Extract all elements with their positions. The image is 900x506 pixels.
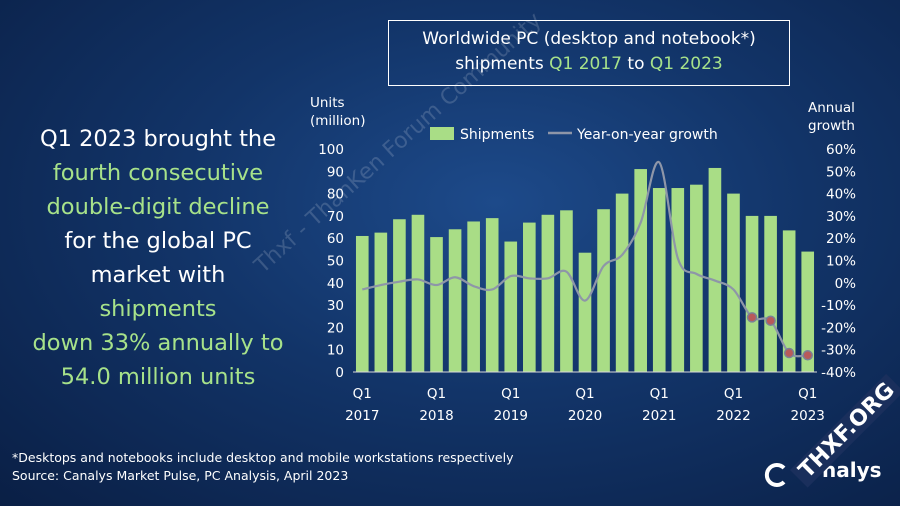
x-tick-year: 2018 [419, 408, 453, 424]
title-start-quarter: Q1 2017 [549, 54, 622, 74]
title-text: to [622, 54, 650, 74]
y2-tick-label: 10% [826, 254, 856, 270]
growth-point-marker [746, 312, 758, 323]
y2-tick-label: -10% [821, 298, 856, 314]
x-tick-year: 2019 [494, 408, 528, 424]
y-axis-title-line2: (million) [310, 113, 366, 129]
headline-line-5-prefix: market with [90, 262, 226, 288]
shipments-bar [801, 251, 815, 372]
headline-line-1: Q1 2023 brought the [39, 126, 277, 152]
y-axis-title: Units (million) [310, 94, 366, 130]
canalys-logo-icon [764, 463, 786, 487]
x-tick-year: 2017 [345, 408, 379, 424]
shipments-bar [485, 218, 499, 372]
y2-tick-label: -20% [821, 320, 856, 336]
headline-line-5-highlight: shipments [99, 296, 217, 322]
title-text: shipments [455, 54, 550, 74]
shipments-bar [448, 229, 462, 372]
shipments-bar [745, 215, 759, 372]
growth-line [362, 161, 808, 358]
y2-tick-label: 0% [835, 276, 857, 292]
source-note: Source: Canalys Market Pulse, PC Analysi… [12, 468, 349, 483]
y-tick-label: 60 [327, 231, 344, 247]
shipments-bar [782, 230, 796, 372]
y2-tick-label: 20% [826, 231, 856, 247]
y-tick-label: 40 [327, 276, 344, 292]
x-tick-quarter: Q1 [501, 386, 520, 402]
headline-line-5: market with shipments [8, 258, 308, 326]
y2-axis-title-line1: Annual [808, 100, 855, 116]
x-tick-year: 2022 [716, 408, 750, 424]
shipments-bar [597, 209, 610, 372]
y2-tick-label: 30% [826, 209, 856, 225]
shipments-bar [355, 235, 369, 372]
legend-label-growth: Year-on-year growth [576, 127, 718, 143]
shipments-bar [523, 222, 536, 372]
shipments-bar [634, 169, 647, 372]
x-tick-quarter: Q1 [427, 386, 446, 402]
legend-label-shipments: Shipments [460, 127, 534, 143]
y-tick-label: 30 [327, 298, 344, 314]
growth-point-marker [802, 350, 813, 361]
x-tick-quarter: Q1 [798, 386, 817, 402]
title-end-quarter: Q1 2023 [649, 54, 723, 74]
y-axis-title-line1: Units [310, 95, 345, 111]
footnote: *Desktops and notebooks include desktop … [12, 450, 514, 465]
shipments-bar [708, 167, 722, 372]
chart-title-line1: Worldwide PC (desktop and notebook*) [422, 29, 756, 49]
headline-line-4: for the global PC [64, 228, 252, 254]
shipments-bar [411, 214, 425, 372]
shipments-bar [727, 193, 740, 372]
shipments-bar [690, 184, 703, 372]
y2-axis-title: Annual growth [808, 99, 855, 135]
shipments-bar [578, 252, 592, 372]
growth-point-marker [765, 315, 776, 326]
y2-tick-label: -40% [821, 365, 856, 381]
shipments-bar [504, 241, 518, 372]
y-tick-label: 100 [318, 142, 344, 158]
shipments-bar [615, 193, 629, 372]
shipments-bar [430, 237, 443, 372]
x-tick-year: 2021 [642, 408, 676, 424]
x-tick-quarter: Q1 [575, 386, 594, 402]
y-tick-label: 90 [327, 164, 344, 180]
y2-axis-title-line2: growth [808, 118, 855, 134]
headline-line-7: 54.0 million units [60, 364, 256, 390]
y-tick-label: 20 [327, 320, 344, 336]
y-tick-label: 80 [327, 187, 344, 203]
headline-line-2: fourth consecutive [52, 160, 264, 186]
shipments-bar [541, 214, 555, 372]
chart-title-line2: shipments Q1 2017 to Q1 2023 [389, 52, 789, 77]
headline-text: Q1 2023 brought the fourth consecutive d… [8, 122, 308, 394]
y-tick-label: 50 [327, 254, 344, 270]
legend-swatch-shipments [430, 127, 454, 140]
chart-title-box: Worldwide PC (desktop and notebook*) shi… [388, 20, 790, 86]
y2-tick-label: -30% [821, 343, 856, 359]
x-tick-quarter: Q1 [353, 386, 372, 402]
x-tick-year: 2023 [791, 408, 825, 424]
shipments-bar [467, 221, 480, 372]
y-tick-label: 0 [335, 365, 344, 381]
y-tick-label: 70 [327, 209, 344, 225]
shipments-bar [393, 219, 406, 372]
y2-tick-label: 60% [826, 142, 856, 158]
growth-point-marker [783, 347, 795, 359]
x-tick-quarter: Q1 [724, 386, 743, 402]
headline-line-3: double-digit decline [46, 194, 270, 220]
headline-line-6: down 33% annually to [32, 330, 284, 356]
shipments-bar [764, 215, 777, 372]
shipments-bar [374, 232, 388, 372]
y-tick-label: 10 [327, 343, 344, 359]
y2-tick-label: 50% [826, 164, 856, 180]
shipments-bar [652, 188, 666, 372]
y2-tick-label: 40% [826, 187, 856, 203]
shipments-bar [671, 188, 685, 372]
x-tick-quarter: Q1 [650, 386, 669, 402]
x-tick-year: 2020 [568, 408, 602, 424]
shipments-bar [560, 210, 573, 372]
